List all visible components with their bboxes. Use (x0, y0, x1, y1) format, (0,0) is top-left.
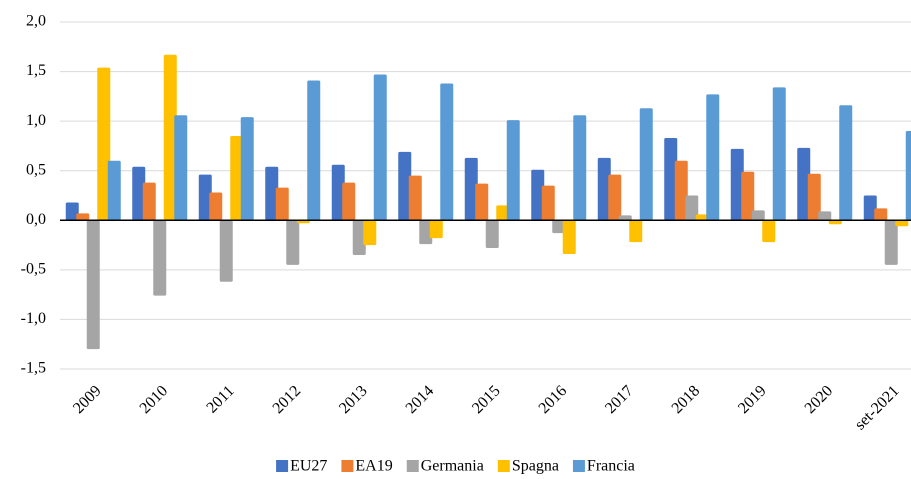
y-tick-label: 1,5 (26, 62, 46, 79)
y-tick-label: 2,0 (26, 13, 46, 30)
bar (562, 220, 576, 254)
bar (552, 220, 566, 234)
bar (531, 169, 545, 221)
bar (608, 174, 622, 221)
bar (97, 67, 111, 221)
legend-swatch (341, 460, 354, 472)
x-tick-label: 2019 (735, 382, 770, 417)
x-tick-label: 2013 (336, 382, 371, 417)
bar (86, 220, 100, 350)
y-tick-label: 0,0 (26, 211, 46, 228)
bar (107, 160, 121, 221)
bar (485, 220, 499, 249)
bar (419, 220, 433, 245)
bar (751, 210, 765, 221)
bar (163, 54, 177, 221)
bar (797, 147, 811, 221)
y-tick-label: -1,0 (21, 310, 46, 327)
bar (286, 220, 300, 265)
bar (597, 157, 611, 221)
y-tick-label: 1,0 (26, 112, 46, 129)
bar (695, 214, 709, 221)
bar (874, 208, 888, 221)
bar (839, 105, 853, 221)
legend-label: Spagna (512, 458, 559, 475)
bar (331, 164, 345, 221)
legend-label: Germania (421, 458, 484, 475)
bar (905, 131, 911, 221)
bar (265, 166, 279, 221)
bar (198, 174, 212, 221)
bar (573, 115, 587, 221)
y-tick-label: -1,5 (21, 360, 46, 377)
x-tick-label: set-2021 (852, 382, 903, 433)
bar (65, 202, 79, 221)
x-tick-label: 2014 (403, 382, 438, 417)
bar (895, 220, 909, 227)
bar (429, 220, 443, 239)
bar (828, 220, 842, 225)
x-tick-label: 2020 (802, 382, 837, 417)
legend-label: EU27 (290, 458, 327, 475)
bar (352, 220, 366, 255)
bar (772, 87, 786, 221)
bar (629, 220, 643, 243)
bar (76, 213, 90, 221)
bar (132, 166, 146, 221)
bar (230, 136, 244, 221)
x-tick-label: 2017 (602, 382, 637, 417)
x-tick-label: 2009 (70, 382, 105, 417)
bar (741, 171, 755, 221)
bar (240, 117, 254, 221)
y-tick-label: 0,5 (26, 161, 46, 178)
bar (275, 187, 289, 221)
bar (496, 205, 510, 221)
bar (863, 195, 877, 221)
bar (541, 185, 555, 221)
bar (142, 182, 156, 221)
bar (818, 211, 832, 221)
bar (639, 108, 653, 221)
legend-swatch (406, 460, 419, 472)
bar (219, 220, 233, 282)
legend-swatch (497, 460, 510, 472)
legend-label: EA19 (355, 458, 392, 475)
legend-swatch (572, 460, 585, 472)
bar (807, 173, 821, 221)
bar (506, 120, 520, 221)
bar (762, 220, 776, 243)
bar (664, 137, 678, 221)
y-tick-label: -0,5 (21, 261, 46, 278)
bar (408, 175, 422, 221)
x-tick-label: 2012 (270, 382, 305, 417)
bar (475, 183, 489, 221)
x-tick-label: 2016 (536, 382, 571, 417)
bar (342, 182, 356, 221)
bar (440, 83, 454, 221)
x-tick-label: 2011 (203, 382, 237, 416)
bar (209, 192, 223, 221)
bar (398, 151, 412, 221)
bar (618, 215, 632, 221)
x-tick-label: 2010 (137, 382, 172, 417)
legend-label: Francia (587, 458, 635, 475)
x-tick-label: 2015 (469, 382, 504, 417)
bar (174, 115, 188, 221)
bar (730, 148, 744, 221)
bar (363, 220, 377, 246)
bar (706, 94, 720, 221)
bar (685, 195, 699, 221)
bar (153, 220, 167, 296)
x-tick-label: 2018 (669, 382, 704, 417)
bar (674, 160, 688, 221)
bar (884, 220, 898, 265)
bar (307, 80, 321, 221)
legend-swatch (276, 460, 289, 472)
bar (464, 157, 478, 221)
bar (373, 74, 387, 221)
